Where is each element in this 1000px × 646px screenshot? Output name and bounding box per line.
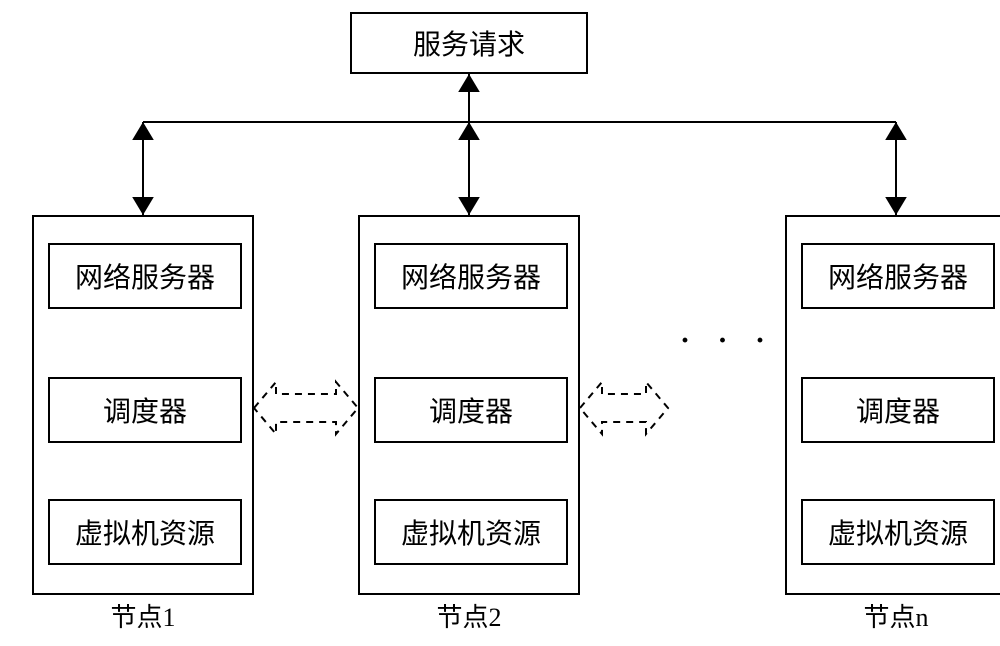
node-1-row-0-label: 网络服务器 (75, 256, 215, 296)
node-n-label: 节点n (785, 597, 1000, 634)
node-n-row-0: 网络服务器 (801, 243, 995, 309)
service-request-label: 服务请求 (413, 23, 525, 63)
node-2-container: 网络服务器调度器虚拟机资源 (358, 215, 580, 595)
node-n-row-1: 调度器 (801, 377, 995, 443)
node-2-row-0-label: 网络服务器 (401, 256, 541, 296)
node-1-row-1: 调度器 (48, 377, 242, 443)
node-2-row-0: 网络服务器 (374, 243, 568, 309)
node-1-row-2: 虚拟机资源 (48, 499, 242, 565)
node-2-row-2: 虚拟机资源 (374, 499, 568, 565)
ellipsis-dots: · · · (680, 324, 775, 358)
node-n-row-0-label: 网络服务器 (828, 256, 968, 296)
node-1-container: 网络服务器调度器虚拟机资源 (32, 215, 254, 595)
node-n-row-1-label: 调度器 (856, 390, 940, 430)
node-n-container: 网络服务器调度器虚拟机资源 (785, 215, 1000, 595)
node-2-label: 节点2 (358, 597, 580, 634)
node-n-label-text: 节点n (863, 603, 928, 632)
node-1-row-0: 网络服务器 (48, 243, 242, 309)
diagram-canvas: 服务请求 网络服务器调度器虚拟机资源节点1 网络服务器调度器虚拟机资源节点2 网络服… (0, 0, 1000, 646)
node-1-label-text: 节点1 (110, 603, 175, 632)
node-2-label-text: 节点2 (436, 603, 501, 632)
node-2-row-1-label: 调度器 (429, 390, 513, 430)
node-2-row-2-label: 虚拟机资源 (401, 512, 541, 552)
node-1-row-1-label: 调度器 (103, 390, 187, 430)
ellipsis-text: · · · (680, 324, 775, 357)
node-n-row-2-label: 虚拟机资源 (828, 512, 968, 552)
service-request-box: 服务请求 (350, 12, 588, 74)
node-1-label: 节点1 (32, 597, 254, 634)
node-2-row-1: 调度器 (374, 377, 568, 443)
node-1-row-2-label: 虚拟机资源 (75, 512, 215, 552)
node-n-row-2: 虚拟机资源 (801, 499, 995, 565)
